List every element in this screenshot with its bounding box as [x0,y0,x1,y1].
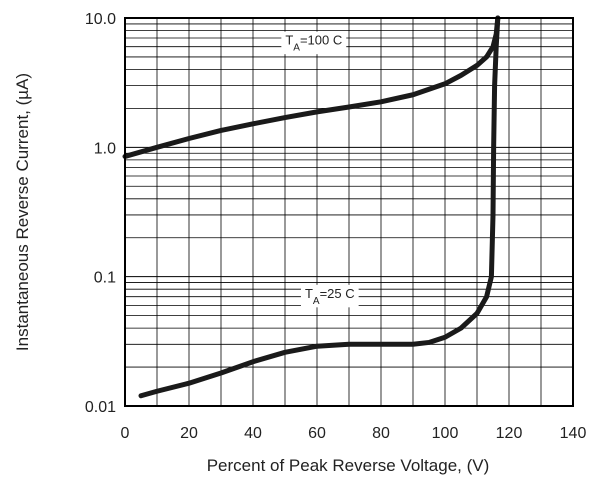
x-tick-labels: 0 20 40 60 80 100 120 140 [121,425,587,442]
y-tick-label: 1.0 [94,140,116,157]
series-line-2 [138,15,501,399]
x-tick-label: 60 [308,425,326,442]
x-tick-label: 40 [244,425,262,442]
x-tick-label: 120 [496,425,523,442]
x-tick-label: 140 [560,425,587,442]
series-label-2: TA=25 C [300,284,359,308]
x-tick-label: 100 [432,425,459,442]
x-tick-label: 0 [121,425,130,442]
series-label-1: TA=100 C [281,31,347,55]
y-tick-label: 0.01 [85,399,116,416]
y-tick-label: 10.0 [85,11,116,28]
grid [125,18,573,406]
plot-frame [124,17,574,407]
x-axis-title: Percent of Peak Reverse Voltage, (V) [207,456,490,475]
y-tick-labels: 0.01 0.1 1.0 10.0 [85,11,116,416]
series-line-1 [122,15,501,159]
plot-border [124,17,574,407]
curves [122,15,501,399]
series-label-text: TA=100 C [285,33,342,54]
series-label-bg [300,284,359,308]
y-tick-label: 0.1 [94,270,116,287]
x-tick-label: 80 [372,425,390,442]
series-label-text: TA=25 C [305,286,355,307]
y-axis-title: Instantaneous Reverse Current, (µA) [13,73,32,351]
curve-labels: TA=100 C TA=25 C [281,31,359,308]
x-tick-label: 20 [180,425,198,442]
series-label-bg [281,31,347,55]
